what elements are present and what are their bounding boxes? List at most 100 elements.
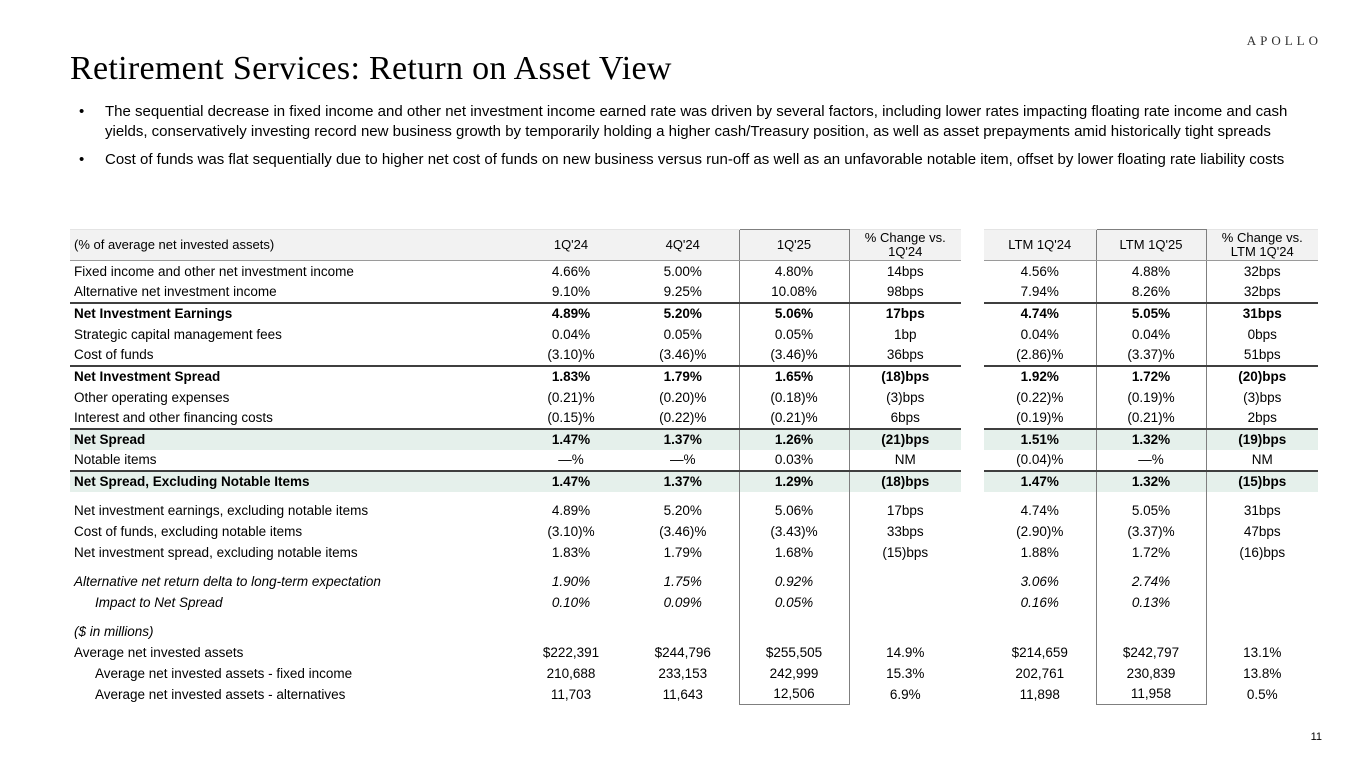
cell: 36bps <box>886 347 924 362</box>
bullet-list: The sequential decrease in fixed income … <box>78 102 1323 179</box>
table-row: Average net invested assets $222,391 $244,… <box>70 641 1318 663</box>
cell: 5.20% <box>627 301 739 324</box>
cell: 32bps <box>1243 284 1281 299</box>
cell: 4.88% <box>1095 260 1207 282</box>
cell: $242,797 <box>1095 641 1207 663</box>
gap-cell <box>515 492 627 500</box>
cell: 0.13% <box>1095 591 1207 613</box>
cell: 5.00% <box>663 263 702 279</box>
cell: 98bps <box>886 284 924 299</box>
cell: (15)bps <box>882 544 929 560</box>
column-gap <box>961 344 984 366</box>
gap-cell <box>849 492 961 500</box>
cell: 202,761 <box>1015 665 1065 681</box>
row-label: Average net invested assets - fixed inco… <box>95 665 353 681</box>
table-row: ($ in millions) <box>70 620 1318 642</box>
column-gap <box>961 620 984 642</box>
cell: 12,506 <box>738 683 850 705</box>
row-label: Alternative net return delta to long-ter… <box>74 573 381 589</box>
table-row: Notable items —% —% 0.03% NM (0.04)% —% NM <box>70 449 1318 471</box>
cell: 17bps <box>886 502 924 518</box>
cell: 1.72% <box>1095 364 1207 387</box>
cell: 1.92% <box>984 364 1096 387</box>
cell: 32bps <box>1243 263 1281 279</box>
cell: 5.05% <box>1095 301 1207 324</box>
row-label: Interest and other financing costs <box>74 410 273 425</box>
cell: 51bps <box>1243 347 1281 362</box>
cell: $255,505 <box>738 641 850 663</box>
cell: 2.74% <box>1095 570 1207 592</box>
cell: 1.47% <box>515 469 627 492</box>
column-header: 1Q'24 <box>515 229 627 261</box>
cell <box>849 571 961 592</box>
gap-cell <box>849 613 961 621</box>
cell: 0.03% <box>738 449 850 471</box>
cell: 1.32% <box>1095 469 1207 492</box>
cell: 10.08% <box>738 281 850 303</box>
cell: 1.90% <box>551 573 591 589</box>
cell: (19)bps <box>1206 427 1318 450</box>
gap-cell <box>984 492 1096 500</box>
row-label: Net investment earnings, excluding notab… <box>74 502 369 518</box>
cell: 8.26% <box>1095 281 1207 303</box>
cell: 1.88% <box>1020 544 1059 560</box>
column-gap <box>961 491 984 500</box>
cell: 11,643 <box>662 686 703 702</box>
cell: (0.19)% <box>1016 410 1064 425</box>
cell: 14.9% <box>886 644 925 660</box>
column-gap <box>961 229 984 261</box>
gap-cell <box>984 613 1096 621</box>
cell: (0.21)% <box>738 407 850 429</box>
page-title: Retirement Services: Return on Asset Vie… <box>70 50 672 87</box>
column-header: 4Q'24 <box>627 229 739 261</box>
table-row: Net Investment Spread 1.83% 1.79% 1.65% (18)… <box>70 364 1318 387</box>
gap-cell <box>1095 562 1207 571</box>
cell: NM <box>1251 452 1273 467</box>
column-gap <box>961 499 984 521</box>
column-header: % Change vs. 1Q'24 <box>849 229 961 261</box>
cell: 1.29% <box>738 469 850 492</box>
cell: (16)bps <box>1239 544 1286 560</box>
cell: 15.3% <box>886 665 925 681</box>
cell <box>1206 571 1318 592</box>
bullet-item: Cost of funds was flat sequentially due … <box>78 150 1323 170</box>
cell: 5.20% <box>663 502 702 518</box>
row-label: ($ in millions) <box>74 623 154 639</box>
cell <box>849 621 961 642</box>
cell: —% <box>1095 449 1207 471</box>
cell: 1.32% <box>1095 427 1207 450</box>
cell: 1.51% <box>984 427 1096 450</box>
cell: 0.10% <box>551 594 591 610</box>
table-row: Net investment earnings, excluding notab… <box>70 499 1318 521</box>
column-gap <box>961 662 984 684</box>
cell <box>984 621 1096 642</box>
column-gap <box>961 570 984 592</box>
cell: 4.80% <box>738 260 850 282</box>
cell: 0.04% <box>1020 326 1059 342</box>
cell <box>849 592 961 613</box>
column-gap <box>961 449 984 471</box>
row-label: Net Spread <box>70 427 515 450</box>
cell: 11,703 <box>550 686 592 702</box>
cell: (2.86)% <box>1016 347 1064 362</box>
column-gap <box>961 683 984 705</box>
cell: 1.37% <box>627 469 739 492</box>
column-header: LTM 1Q'24 <box>984 229 1096 261</box>
column-gap <box>961 407 984 429</box>
cell: (0.20)% <box>659 389 707 405</box>
cell: 233,153 <box>658 665 708 681</box>
cell <box>1206 592 1318 613</box>
column-gap <box>961 260 984 282</box>
gap-cell <box>627 563 739 571</box>
cell: (0.21)% <box>547 389 595 405</box>
cell: $214,659 <box>1011 644 1068 660</box>
cell: (15)bps <box>1206 469 1318 492</box>
cell: 13.8% <box>1243 665 1282 681</box>
column-gap <box>961 323 984 345</box>
cell: 0.16% <box>1020 594 1059 610</box>
table-row: Alternative net return delta to long-ter… <box>70 570 1318 592</box>
table-row: Cost of funds (3.10)% (3.46)% (3.46)% 36bps (… <box>70 344 1318 366</box>
row-label: Net Investment Spread <box>70 364 515 387</box>
row-label: Net Spread, Excluding Notable Items <box>70 469 515 492</box>
cell: 6bps <box>890 410 920 425</box>
